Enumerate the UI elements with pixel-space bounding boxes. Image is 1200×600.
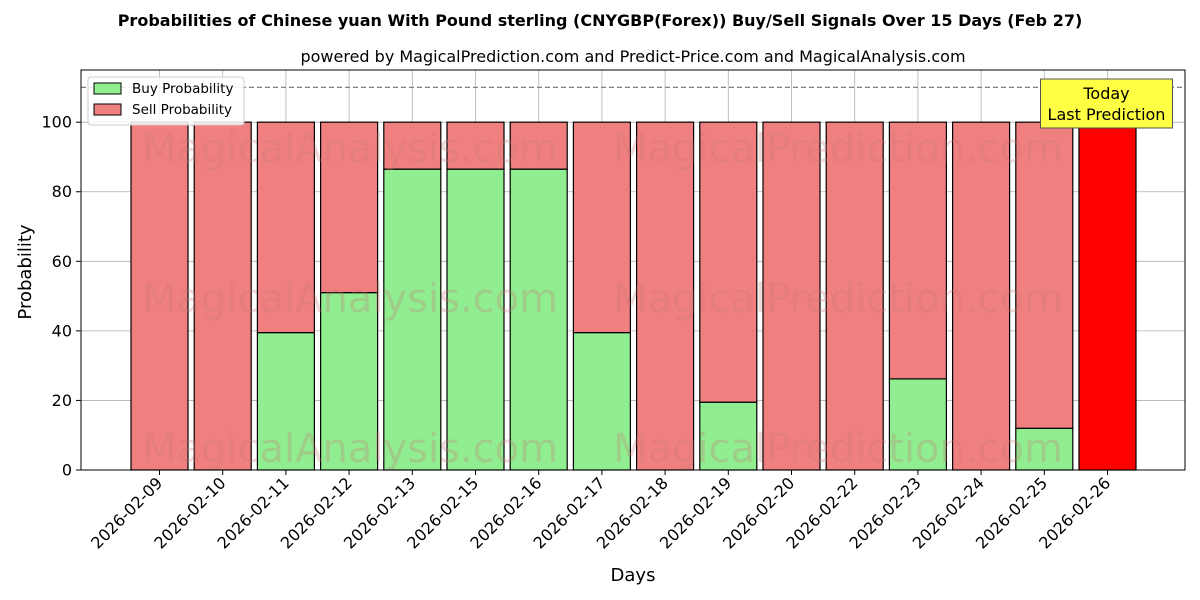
bar-sell	[699, 121, 758, 403]
watermark: MagicalPrediction.com	[613, 276, 1063, 322]
bar-sell	[888, 121, 948, 380]
bar-buy	[699, 401, 758, 471]
bar-buy	[1015, 427, 1074, 471]
bar-buy	[888, 378, 948, 471]
legend-box	[87, 76, 245, 126]
bar-sell	[951, 121, 1011, 471]
annotation-label: Last Prediction	[1048, 105, 1166, 124]
bar-sell-highlight	[1078, 121, 1137, 471]
watermark: MagicalAnalysis.com	[142, 126, 558, 172]
bar-sell	[572, 121, 632, 334]
y-tick-label: 40	[52, 321, 72, 340]
watermark: MagicalAnalysis.com	[142, 276, 558, 322]
plot-frame	[80, 69, 1186, 471]
watermark: MagicalPrediction.com	[613, 426, 1063, 472]
bar-buy	[509, 168, 568, 471]
legend-label: Buy Probability	[132, 81, 233, 97]
chart-title: Probabilities of Chinese yuan With Pound…	[118, 11, 1083, 30]
bar-sell	[383, 121, 442, 170]
annotation-box	[1040, 78, 1173, 129]
y-tick-label: 0	[62, 461, 72, 480]
x-axis-label: Days	[611, 565, 656, 586]
y-tick-label: 20	[52, 391, 72, 410]
bar-sell	[825, 121, 884, 471]
y-axis-label: Probability	[15, 224, 36, 319]
legend-label: Sell Probability	[132, 102, 232, 118]
legend-swatch	[93, 82, 122, 95]
bar-buy	[446, 168, 505, 471]
bar-sell	[446, 121, 505, 170]
y-tick-label: 60	[52, 252, 72, 271]
chart-subtitle: powered by MagicalPrediction.com and Pre…	[300, 47, 965, 66]
bar-buy	[383, 168, 442, 471]
bar-sell	[509, 121, 568, 170]
watermark: MagicalAnalysis.com	[142, 426, 558, 472]
bar-sell	[256, 121, 315, 334]
bar-buy	[572, 332, 632, 471]
y-tick-label: 80	[52, 182, 72, 201]
annotation-label: Today	[1082, 84, 1129, 103]
plot-area: MagicalAnalysis.com MagicalPrediction.com…	[41, 69, 1186, 553]
watermark: MagicalPrediction.com	[613, 126, 1063, 172]
bar-sell	[320, 121, 379, 294]
y-tick-label: 100	[41, 113, 72, 132]
bar-buy	[320, 292, 379, 471]
bar-sell	[1015, 121, 1074, 429]
bar-sell	[635, 121, 695, 471]
legend-swatch	[93, 103, 122, 116]
